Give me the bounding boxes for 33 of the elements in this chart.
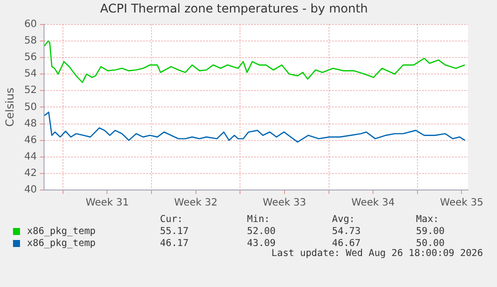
text: Avg: [332,214,355,225]
text: Last update: Wed Aug 26 18:00:09 2026 [271,248,483,259]
y-tick-label: 40 [24,184,37,196]
text: Max: [416,214,439,225]
text: 46.17 [160,238,189,249]
x-tick-label: Week 33 [262,198,306,209]
text: 46.67 [332,238,361,249]
text: 59.00 [416,226,445,237]
y-tick-label: 54 [24,68,37,80]
text: 43.09 [247,238,276,249]
y-tick-label: 46 [24,134,37,146]
text: 55.17 [160,226,189,237]
text: Min: [247,214,270,225]
text: 50.00 [416,238,445,249]
x-tick-label: Week 32 [174,198,218,209]
legend-label: x86_pkg_temp [27,226,96,237]
text: 54.73 [332,226,361,237]
y-tick-label: 56 [24,52,37,64]
y-tick-label: 44 [24,151,37,162]
y-tick-label: 42 [24,168,37,180]
legend-label: x86_pkg_temp [27,238,96,249]
y-tick-label: 58 [24,36,37,47]
text: Cur: [160,214,183,225]
x-tick-label: Week 34 [351,198,395,209]
text: 52.00 [247,226,276,237]
y-tick-label: 48 [24,118,37,130]
y-tick-label: 50 [24,102,37,113]
y-tick-label: 52 [24,85,37,96]
y-axis-title: Celsius [3,87,16,127]
x-tick-label: Week 31 [86,198,129,209]
chart-title: ACPI Thermal zone temperatures - by month [100,1,368,16]
x-tick-label: Week 35 [440,198,484,209]
y-tick-label: 60 [24,18,37,30]
